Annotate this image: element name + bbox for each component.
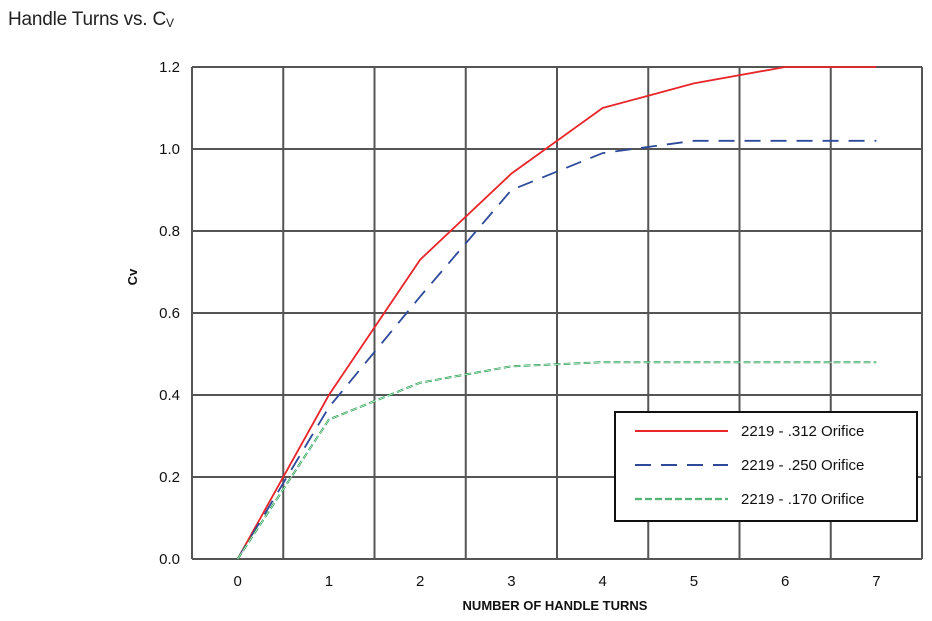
- y-tick-label: 0.2: [159, 469, 180, 486]
- series-line-highlight: [237, 361, 877, 560]
- x-tick-label: 6: [781, 573, 789, 590]
- y-tick-labels: 0.0 0.2 0.4 0.6 0.8 1.0 1.2: [159, 59, 180, 568]
- legend-label: 2219 - .312 Orifice: [741, 423, 864, 440]
- x-axis-label: NUMBER OF HANDLE TURNS: [463, 598, 648, 613]
- y-axis-label: Cv: [125, 268, 140, 285]
- series-layer: [236, 66, 877, 560]
- x-tick-label: 0: [233, 573, 241, 590]
- legend-label: 2219 - .250 Orifice: [741, 457, 864, 474]
- chart-title: Handle Turns vs. CV: [8, 9, 174, 31]
- y-tick-label: 1.2: [159, 59, 180, 76]
- x-tick-label: 4: [598, 573, 606, 590]
- y-tick-label: 1.0: [159, 141, 180, 158]
- x-tick-labels: 0 1 2 3 4 5 6 7: [233, 573, 880, 590]
- x-tick-label: 2: [416, 573, 424, 590]
- legend-label: 2219 - .170 Orifice: [741, 491, 864, 508]
- y-tick-label: 0.4: [159, 387, 180, 404]
- chart-title-text: Handle Turns vs. C: [8, 9, 166, 30]
- y-tick-label: 0.0: [159, 551, 180, 568]
- grid: [191, 66, 923, 560]
- x-tick-label: 1: [325, 573, 333, 590]
- x-tick-label: 5: [690, 573, 698, 590]
- y-tick-label: 0.8: [159, 223, 180, 240]
- legend: 2219 - .312 Orifice 2219 - .250 Orifice 22…: [614, 411, 918, 522]
- chart-title-subscript: V: [165, 16, 174, 30]
- y-tick-label: 0.6: [159, 305, 180, 322]
- x-tick-label: 7: [872, 573, 880, 590]
- series-line: [236, 66, 877, 560]
- x-tick-label: 3: [507, 573, 515, 590]
